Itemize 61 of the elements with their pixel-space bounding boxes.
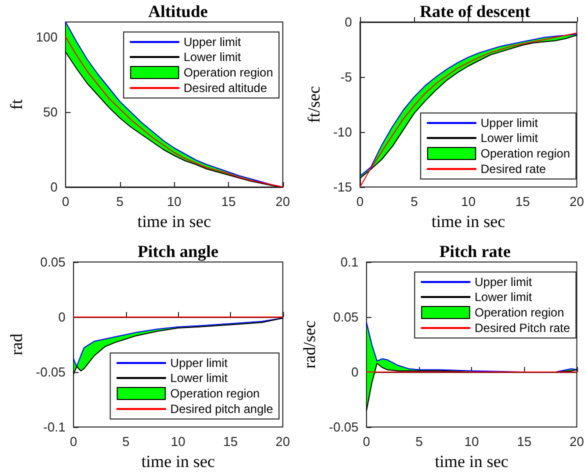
y-tick-label: 0 — [58, 310, 66, 324]
chart-title: Altitude — [148, 2, 208, 21]
legend-label: Desired pitch angle — [170, 402, 274, 416]
x-tick-label: 20 — [570, 434, 584, 449]
x-axis-title: time in sec — [434, 452, 509, 471]
legend-label: Desired altitude — [184, 81, 268, 95]
y-tick-label: 0.05 — [40, 254, 66, 270]
y-axis-title: rad/sec — [300, 320, 319, 369]
legend-label: Upper limit — [480, 116, 539, 130]
legend-label: Lower limit — [170, 371, 228, 385]
legend-label: Upper limit — [170, 356, 228, 370]
x-tick-label: 10 — [170, 434, 186, 449]
legend-label: Operation region — [184, 66, 273, 80]
x-tick-label: 10 — [166, 194, 182, 209]
y-tick-label: -0.1 — [43, 420, 66, 434]
y-axis-title: ft — [7, 99, 26, 110]
x-axis-title: time in sec — [137, 212, 212, 231]
y-tick-label: 50 — [43, 104, 58, 120]
chart-title: Rate of descent — [420, 2, 531, 21]
x-tick-label: 15 — [223, 434, 238, 449]
chart-title: Pitch rate — [439, 242, 512, 261]
x-tick-label: 0 — [362, 434, 370, 449]
y-tick-label: -15 — [333, 180, 352, 194]
x-tick-label: 15 — [515, 194, 530, 209]
y-tick-label: 0.1 — [340, 254, 359, 270]
x-tick-label: 5 — [410, 194, 418, 209]
legend-label: Operation region — [480, 146, 570, 160]
y-tick-label: -0.05 — [36, 364, 66, 380]
legend-label: Desired rate — [480, 162, 546, 176]
x-tick-label: 20 — [570, 194, 584, 209]
y-tick-label: 0.05 — [333, 310, 359, 324]
legend-label: Upper limit — [184, 35, 242, 49]
y-tick-label: -10 — [333, 124, 352, 140]
y-tick-label: 100 — [36, 30, 58, 44]
y-axis-title: ft/sec — [304, 86, 324, 123]
x-axis-title: time in sec — [141, 452, 216, 471]
y-tick-label: -0.05 — [328, 420, 359, 434]
chart-title: Pitch angle — [138, 242, 219, 261]
x-axis-title: time in sec — [432, 212, 506, 231]
legend-label: Lower limit — [184, 50, 242, 64]
x-tick-label: 5 — [415, 434, 423, 449]
x-tick-label: 10 — [464, 434, 479, 449]
legend-label: Operation region — [474, 306, 564, 320]
x-tick-label: 5 — [122, 434, 130, 449]
y-axis-title: rad — [7, 333, 26, 356]
x-tick-label: 0 — [70, 434, 78, 449]
x-tick-label: 20 — [276, 194, 290, 209]
x-tick-label: 20 — [276, 434, 290, 449]
y-tick-label: 0 — [50, 180, 58, 194]
legend-label: Lower limit — [474, 290, 533, 304]
legend-label: Desired Pitch rate — [474, 321, 570, 335]
x-tick-label: 15 — [516, 434, 532, 449]
x-tick-label: 5 — [116, 194, 124, 209]
legend-label: Operation region — [170, 386, 260, 400]
y-tick-label: 0 — [351, 364, 359, 380]
x-tick-label: 15 — [221, 194, 236, 209]
y-tick-label: 0 — [344, 14, 352, 30]
legend-label: Lower limit — [480, 131, 539, 145]
legend-label: Upper limit — [474, 275, 533, 289]
y-tick-label: -5 — [340, 70, 352, 84]
x-tick-label: 10 — [461, 194, 476, 209]
